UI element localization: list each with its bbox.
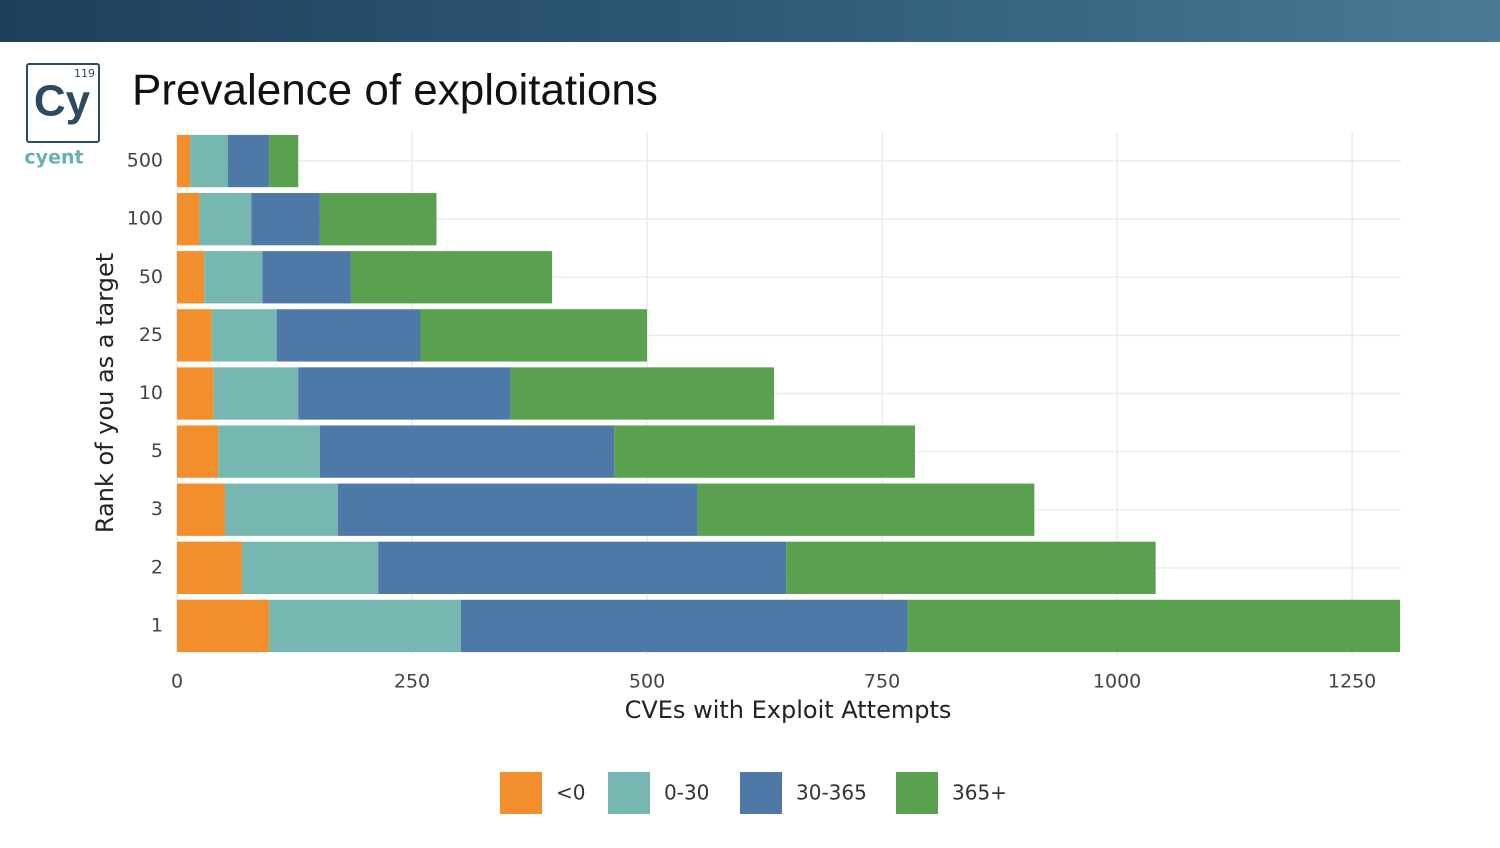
bar-segment <box>224 483 338 536</box>
x-tick-label: 0 <box>171 671 183 693</box>
x-axis-label: CVEs with Exploit Attempts <box>625 696 952 724</box>
bar-segment <box>337 483 698 536</box>
bar-segment <box>177 251 205 304</box>
chart-title: Prevalence of exploitations <box>132 66 658 115</box>
bar-segment <box>211 309 277 362</box>
bar-segment <box>241 541 379 594</box>
x-tick-label: 1000 <box>1093 671 1141 693</box>
y-tick-label: 50 <box>139 266 163 288</box>
y-tick-label: 2 <box>151 556 163 578</box>
banner <box>0 0 1500 42</box>
bar-segment <box>177 483 225 536</box>
bar-segment <box>199 193 252 246</box>
bar-segment <box>907 599 1401 653</box>
bar-segment <box>420 309 648 362</box>
x-tick-label: 1250 <box>1328 671 1376 693</box>
logo-box <box>26 63 100 143</box>
bar-segment <box>218 425 320 478</box>
logo-number: 119 <box>74 67 95 80</box>
bar-segment <box>213 367 299 420</box>
bar-segment <box>262 251 351 304</box>
bar-segment <box>177 193 200 246</box>
legend-label: 365+ <box>952 781 1007 805</box>
bar-segment <box>177 541 242 594</box>
y-tick-label: 1 <box>151 614 163 636</box>
x-tick-label: 250 <box>394 671 430 693</box>
logo-symbol: Cy <box>34 77 91 126</box>
bar-segment <box>319 193 437 246</box>
bar-segment <box>227 134 270 188</box>
bar-segment <box>177 599 270 653</box>
legend-label: 30-365 <box>796 781 867 805</box>
legend-swatch <box>896 772 938 814</box>
bar-segment <box>269 599 461 653</box>
legend-label: 0-30 <box>664 781 709 805</box>
bar-segment <box>378 541 787 594</box>
y-tick-label: 25 <box>139 324 163 346</box>
legend-swatch <box>608 772 650 814</box>
legend-swatch <box>500 772 542 814</box>
legend-swatch <box>740 772 782 814</box>
bar-segment <box>177 425 219 478</box>
bar-segment <box>786 541 1156 594</box>
bar-segment <box>204 251 263 304</box>
y-axis-label: Rank of you as a target <box>91 253 119 533</box>
y-tick-label: 10 <box>139 382 163 404</box>
y-tick-label: 5 <box>151 440 163 462</box>
x-tick-label: 750 <box>864 671 900 693</box>
legend-label: <0 <box>556 781 585 805</box>
y-tick-label: 3 <box>151 498 163 520</box>
bar-segment <box>251 193 320 246</box>
bar-segment <box>190 134 228 188</box>
bar-segment <box>177 134 191 188</box>
bar-segment <box>177 367 214 420</box>
bar-segment <box>269 134 299 188</box>
bar-segment <box>350 251 553 304</box>
y-tick-label: 500 <box>127 150 163 172</box>
bar-segment <box>614 425 915 478</box>
logo-name: cyent <box>24 147 83 169</box>
bar-segment <box>510 367 774 420</box>
bar-segment <box>319 425 615 478</box>
bar-segment <box>177 309 212 362</box>
y-tick-label: 100 <box>127 208 163 230</box>
x-tick-label: 500 <box>629 671 665 693</box>
bar-segment <box>697 483 1035 536</box>
bar-segment <box>460 599 908 653</box>
bar-segment <box>276 309 421 362</box>
bar-segment <box>298 367 511 420</box>
